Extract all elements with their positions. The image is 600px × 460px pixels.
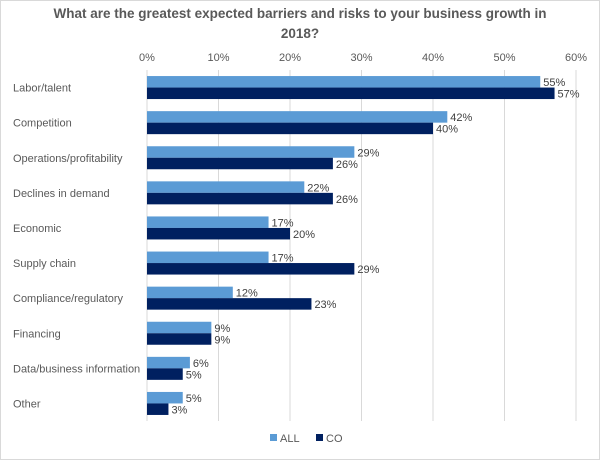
category-label: Compliance/regulatory: [13, 293, 124, 305]
bar-co: [147, 368, 183, 380]
data-label: 40%: [436, 124, 458, 136]
bar-co: [147, 87, 555, 100]
bar-co: [147, 227, 290, 240]
legend-label-all: ALL: [280, 433, 300, 445]
data-label: 12%: [236, 288, 258, 300]
legend-swatch-all: [270, 434, 277, 441]
data-label: 3%: [171, 404, 187, 416]
category-label: Economic: [13, 223, 62, 235]
legend-label-co: CO: [326, 433, 343, 445]
legend-swatch-co: [316, 434, 323, 441]
chart-title: What are the greatest expected barriers …: [0, 4, 600, 44]
data-labels: 55%57%42%40%29%26%22%26%17%20%17%29%12%2…: [171, 77, 579, 416]
data-label: 42%: [450, 112, 472, 124]
data-label: 29%: [357, 147, 379, 159]
data-label: 57%: [558, 89, 580, 101]
bar-all: [147, 76, 541, 88]
data-label: 6%: [193, 358, 209, 370]
data-label: 17%: [272, 253, 294, 265]
x-axis-ticks: 0% 10% 20% 30% 40% 50% 60%: [139, 52, 587, 64]
data-label: 22%: [307, 182, 329, 194]
bar-all: [147, 146, 355, 158]
bar-all: [147, 216, 269, 228]
category-label: Supply chain: [13, 258, 76, 270]
bars: [147, 76, 555, 415]
x-tick-label: 50%: [493, 52, 515, 64]
x-tick-label: 60%: [565, 52, 587, 64]
bar-co: [147, 122, 433, 135]
data-label: 29%: [357, 264, 379, 276]
category-label: Competition: [13, 118, 72, 130]
x-tick-label: 30%: [350, 52, 372, 64]
x-tick-label: 20%: [279, 52, 301, 64]
data-label: 23%: [314, 299, 336, 311]
data-label: 9%: [214, 323, 230, 335]
data-label: 17%: [272, 217, 294, 229]
bar-co: [147, 157, 333, 170]
data-label: 5%: [186, 369, 202, 381]
category-label: Data/business information: [13, 363, 140, 375]
chart-title-line2: 2018?: [280, 26, 320, 41]
x-tick-label: 10%: [207, 52, 229, 64]
bar-all: [147, 321, 212, 334]
bar-all: [147, 391, 183, 404]
chart-title-line1: What are the greatest expected barriers …: [53, 6, 547, 21]
category-label: Declines in demand: [13, 188, 110, 200]
category-label: Labor/talent: [13, 83, 71, 95]
bar-co: [147, 192, 333, 205]
bar-all: [147, 111, 448, 123]
data-label: 20%: [293, 229, 315, 241]
category-label: Other: [13, 398, 41, 410]
category-labels: Labor/talent Competition Operations/profit…: [13, 83, 140, 411]
data-label: 26%: [336, 159, 358, 171]
bar-all: [147, 286, 233, 299]
legend: ALL CO: [270, 433, 343, 445]
bar-co: [147, 333, 212, 345]
data-label: 26%: [336, 194, 358, 206]
category-label: Financing: [13, 328, 61, 340]
bar-all: [147, 181, 305, 193]
x-tick-label: 40%: [422, 52, 444, 64]
bar-co: [147, 298, 312, 310]
data-label: 9%: [214, 334, 230, 346]
category-label: Operations/profitability: [13, 153, 123, 165]
bar-all: [147, 356, 190, 369]
data-label: 5%: [186, 393, 202, 405]
bar-all: [147, 251, 269, 264]
x-tick-label: 0%: [139, 52, 155, 64]
data-label: 55%: [543, 77, 565, 89]
bar-co: [147, 263, 355, 275]
bar-co: [147, 403, 169, 415]
